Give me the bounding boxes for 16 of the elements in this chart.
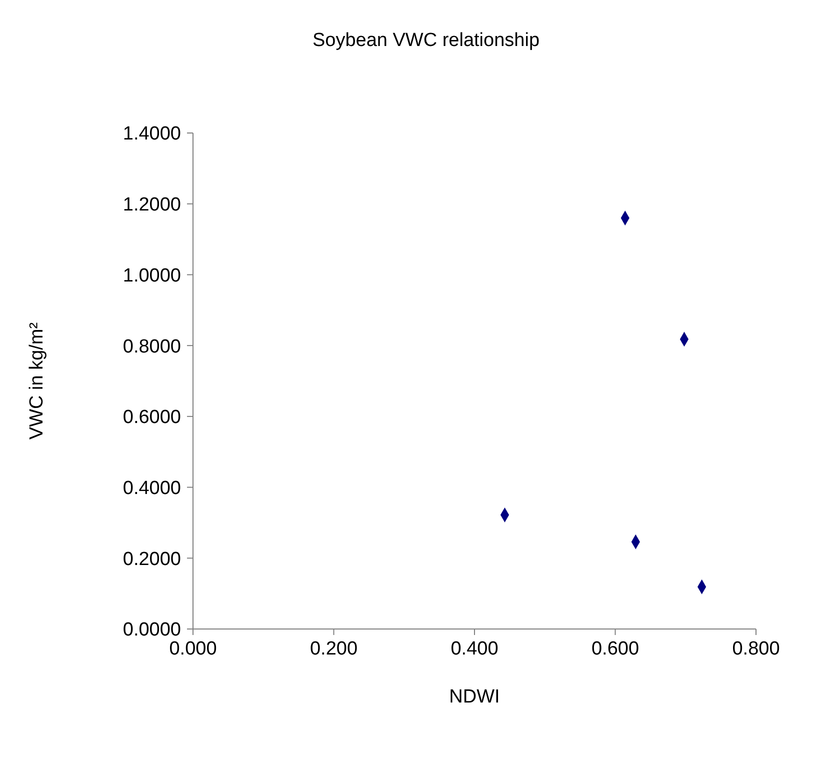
y-tick-label: 0.8000 [122,336,181,358]
x-tick-label: 0.400 [450,638,498,660]
x-tick-label: 0.000 [169,638,217,660]
y-tick-label: 0.0000 [122,620,181,641]
x-axis-title: NDWI [449,686,500,708]
chart-title: Soybean VWC relationship [311,30,541,52]
y-tick-label: 0.4000 [122,478,181,500]
y-tick-label: 1.2000 [122,194,181,216]
y-axis-title: VWC in kg/m² [26,322,48,440]
y-tick-label: 0.2000 [122,548,181,570]
x-tick-label: 0.200 [310,638,358,660]
x-tick-label: 0.600 [591,638,640,660]
y-tick-label: 1.0000 [122,265,181,286]
y-tick-label: 0.6000 [122,407,181,428]
x-tick-label: 0.800 [732,638,780,660]
y-tick-label: 1.4000 [122,124,181,145]
